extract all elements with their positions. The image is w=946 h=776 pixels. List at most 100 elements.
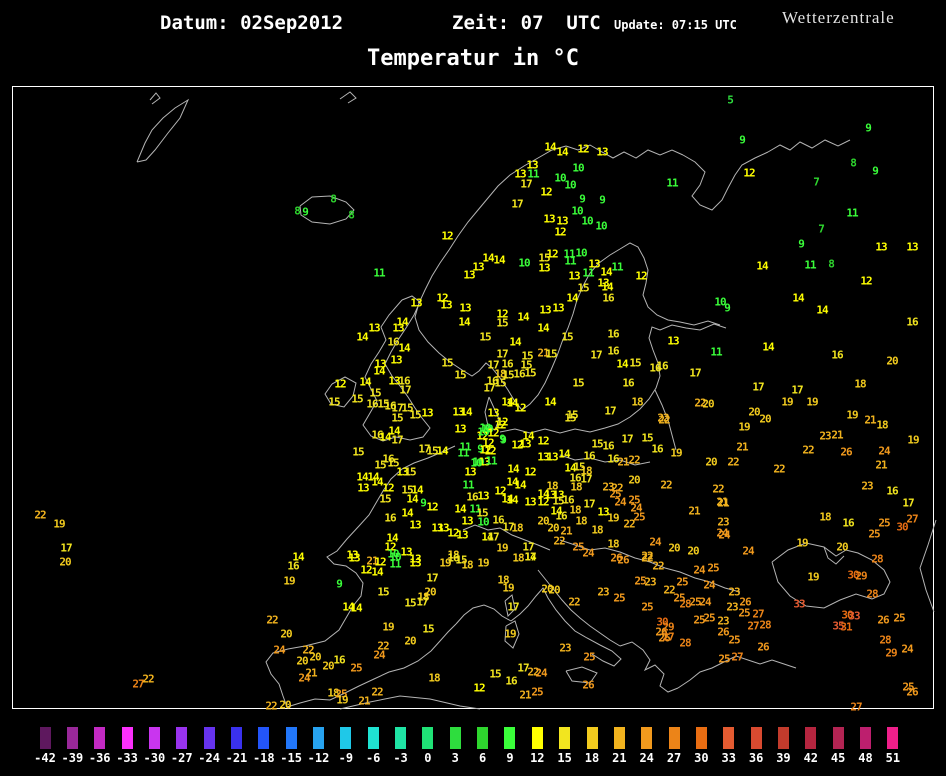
station-value: 24 [703, 578, 715, 592]
station-value: 13 [464, 465, 476, 479]
scale-bar [395, 727, 407, 749]
station-value: 28 [679, 636, 691, 650]
station-value: 15 [566, 408, 578, 422]
station-value: 13 [477, 489, 489, 503]
scale-label: 48 [858, 751, 873, 765]
update-label: Update: 07:15 UTC [614, 18, 737, 32]
scale-label: 21 [612, 751, 627, 765]
station-value: 11 [710, 345, 722, 359]
station-value: 31 [840, 620, 852, 634]
station-value: 20 [687, 544, 699, 558]
station-value: 16 [371, 428, 383, 442]
station-value: 15 [573, 460, 585, 474]
station-value: 13 [597, 276, 609, 290]
station-value: 13 [357, 481, 369, 495]
station-value: 18 [607, 537, 619, 551]
station-value: 18 [512, 551, 524, 565]
station-value: 15 [391, 411, 403, 425]
station-value: 13 [346, 548, 358, 562]
station-value: 27 [906, 512, 918, 526]
station-value: 10 [571, 204, 583, 218]
station-value: 20 [548, 583, 560, 597]
station-value: 18 [570, 480, 582, 494]
temperature-map-frame [12, 86, 934, 709]
station-value: 25 [728, 633, 740, 647]
station-value: 17 [621, 432, 633, 446]
station-value: 16 [486, 374, 498, 388]
station-value: 14 [558, 447, 570, 461]
scale-label: -12 [307, 751, 330, 765]
station-value: 24 [582, 546, 594, 560]
station-value: 12 [382, 481, 394, 495]
station-value: 16 [466, 490, 478, 504]
station-value: 10 [575, 246, 587, 260]
station-value: 25 [718, 652, 730, 666]
station-value: 22 [641, 549, 653, 563]
scale-label: -39 [61, 751, 84, 765]
station-value: 14 [436, 444, 448, 458]
station-value: 25 [893, 611, 905, 625]
station-value: 20 [296, 654, 308, 668]
station-value: 19 [336, 693, 348, 707]
station-value: 29 [855, 569, 867, 583]
station-value: 12 [496, 415, 508, 429]
station-value: 12 [447, 526, 459, 540]
station-value: 14 [506, 493, 518, 507]
station-value: 15 [476, 506, 488, 520]
station-value: 21 [358, 694, 370, 708]
scale-label: 9 [506, 751, 514, 765]
station-value: 16 [387, 335, 399, 349]
scale-bar [860, 727, 871, 749]
scale-label: 33 [721, 751, 736, 765]
station-value: 17 [522, 540, 534, 554]
scale-bar [176, 727, 188, 749]
station-value: 25 [689, 595, 701, 609]
station-value: 14 [517, 310, 529, 324]
station-value: 17 [511, 197, 523, 211]
scale-bar [504, 727, 516, 749]
station-value: 24 [649, 535, 661, 549]
station-value: 28 [871, 552, 883, 566]
station-value: 14 [537, 487, 549, 501]
station-value: 14 [481, 530, 493, 544]
station-value: 24 [716, 526, 728, 540]
station-value: 16 [906, 315, 918, 329]
station-value: 16 [602, 439, 614, 453]
station-value: 25 [641, 600, 653, 614]
station-value: 15 [409, 408, 421, 422]
station-value: 15 [352, 445, 364, 459]
station-value: 9 [798, 237, 805, 251]
station-value: 22 [727, 455, 739, 469]
station-value: 14 [524, 550, 536, 564]
station-value: 10 [581, 214, 593, 228]
station-value: 21 [537, 346, 549, 360]
station-value: 12 [537, 495, 549, 509]
station-value: 13 [410, 296, 422, 310]
station-value: 13 [487, 406, 499, 420]
station-value: 26 [610, 551, 622, 565]
scale-label: -27 [170, 751, 193, 765]
station-value: 23 [717, 614, 729, 628]
station-value: 17 [902, 496, 914, 510]
station-value: 13 [906, 240, 918, 254]
station-value: 14 [356, 330, 368, 344]
station-value: 14 [460, 405, 472, 419]
station-value: 27 [731, 650, 743, 664]
station-value: 20 [537, 514, 549, 528]
station-value: 15 [426, 444, 438, 458]
station-value: 9 [500, 433, 507, 447]
scale-label: 30 [694, 751, 709, 765]
station-value: 15 [496, 316, 508, 330]
station-value: 21 [717, 496, 729, 510]
station-value: 13 [478, 455, 490, 469]
station-value: 18 [631, 395, 643, 409]
station-value: 28 [879, 633, 891, 647]
station-value: 19 [607, 511, 619, 525]
station-value: 14 [493, 253, 505, 267]
station-value: 24 [693, 563, 705, 577]
station-value: 25 [609, 487, 621, 501]
station-value: 22 [553, 534, 565, 548]
station-value: 14 [482, 251, 494, 265]
station-value: 9 [499, 432, 506, 446]
station-value: 19 [477, 556, 489, 570]
